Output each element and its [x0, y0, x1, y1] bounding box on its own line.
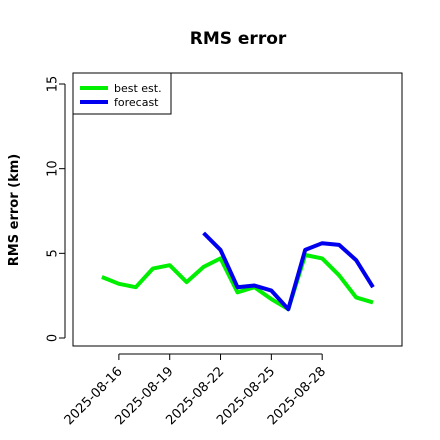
chart-title: RMS error	[190, 29, 287, 49]
y-tick-label: 15	[46, 76, 61, 93]
plot-frame	[72, 72, 403, 347]
series-line-best-est	[101, 253, 374, 312]
y-tick-label: 5	[46, 249, 61, 257]
series-layer	[101, 231, 375, 312]
legend-box	[72, 72, 172, 115]
y-tick-label: 10	[46, 160, 61, 177]
series-line-forecast	[202, 231, 375, 312]
legend-label-best-est: best est.	[114, 82, 162, 95]
y-axis-label: RMS error (km)	[7, 154, 22, 266]
x-axis: 2025-08-162025-08-192025-08-222025-08-25…	[62, 353, 329, 428]
y-axis: 0 5 10 15	[46, 76, 66, 342]
y-tick-label: 0	[46, 334, 61, 342]
legend-label-forecast: forecast	[114, 96, 159, 109]
legend: best est. forecast	[72, 72, 172, 115]
